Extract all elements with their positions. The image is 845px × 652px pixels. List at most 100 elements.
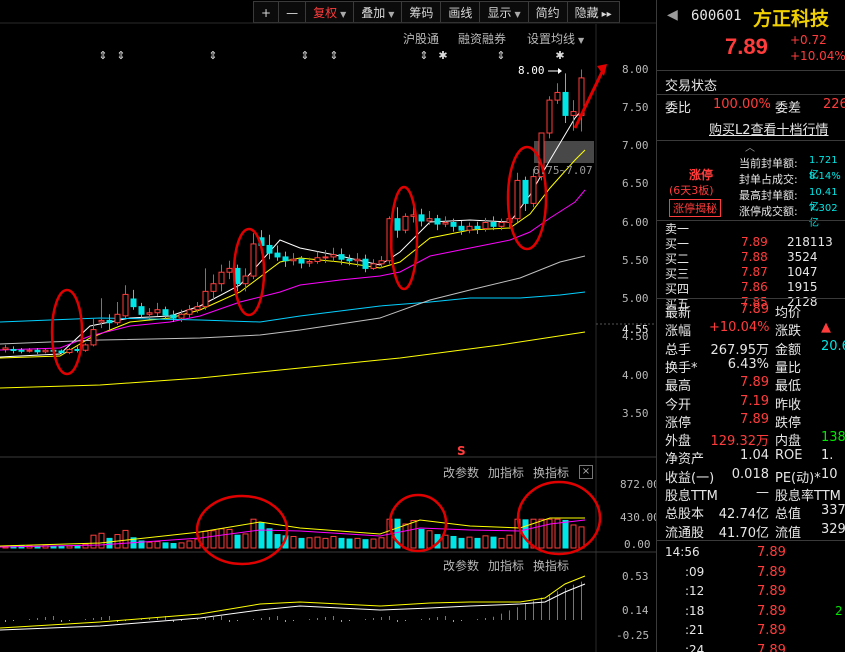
ma60-line (0, 255, 586, 345)
candle-body (530, 176, 537, 204)
quote-value: 10 (821, 466, 838, 482)
macd-add-indicator-link[interactable]: 加指标 (488, 559, 525, 573)
trend-arrow-line (573, 71, 604, 129)
candle-body (170, 314, 177, 319)
tick-time: :21 (685, 623, 705, 637)
candle-body (82, 344, 89, 351)
candle-body (450, 222, 457, 227)
candle-body (546, 99, 553, 134)
volume-bar (90, 534, 97, 549)
event-markers: ⇕ ⇕ ⇕ ⇕ ⇕ ⇕ ✱ ⇕ ✱ (98, 49, 607, 129)
hide-button[interactable]: 隐藏 ▸▸ (567, 1, 620, 23)
divider (657, 298, 845, 299)
volume-bar (458, 537, 465, 549)
order-label: 卖一 (665, 222, 690, 236)
candle-body (370, 263, 377, 269)
prev-stock-icon[interactable]: ◀ (667, 7, 678, 23)
candle-body (354, 258, 361, 262)
quote-label: 收益(一) (665, 470, 715, 486)
candle-body (34, 349, 41, 353)
price-axis-label: 5.00 (622, 292, 649, 305)
candle-body (2, 347, 9, 350)
vol-edit-params-link[interactable]: 改参数 (443, 466, 480, 480)
order-label: 买三 (665, 267, 690, 281)
limit-up-reveal-button[interactable]: 涨停揭秘 (669, 199, 721, 217)
volume-bar (106, 537, 113, 549)
macd-dea-line (0, 575, 586, 629)
quote-label: 股息率TTM (775, 489, 841, 504)
volume-bar (546, 518, 553, 549)
candle-body (290, 258, 297, 262)
event-marker: ✱ (438, 49, 447, 62)
order-volume: 3524 (787, 250, 818, 264)
candle-body (90, 329, 97, 346)
quote-value: 6.43% (727, 356, 769, 372)
range-label: 6.75~7.07 (533, 164, 593, 177)
l2-purchase-link[interactable]: 购买L2查看十档行情 (709, 123, 829, 138)
quote-value: 41.70亿 (718, 525, 769, 541)
kline-chart[interactable]: ⇕ ⇕ ⇕ ⇕ ⇕ ⇕ ✱ ⇕ ✱ (0, 0, 656, 652)
simple-button[interactable]: 简约 (528, 1, 568, 23)
ma-settings-link[interactable]: 设置均线 ▼ (527, 30, 584, 47)
volume-bar (210, 530, 217, 549)
limit-up-box: 涨停 (6天3板) 涨停揭秘 (665, 158, 735, 218)
event-marker: ✱ (555, 49, 564, 62)
vol-add-indicator-link[interactable]: 加指标 (488, 466, 525, 480)
vol-close-icon[interactable]: × (579, 465, 593, 479)
candle-body (146, 312, 153, 315)
event-marker: ⇕ (329, 49, 338, 62)
candle-body (178, 313, 185, 319)
volume-bar (330, 535, 337, 549)
chips-button[interactable]: 筹码 (402, 1, 442, 23)
margin-trading-link[interactable]: 融资融券 (458, 32, 507, 46)
collapse-up-icon[interactable]: ︿ (745, 143, 755, 154)
volume-bar (498, 537, 505, 549)
highlight-circle (232, 227, 266, 317)
candle-body (498, 222, 505, 227)
candle-body (378, 260, 385, 265)
volume-bar (442, 534, 449, 549)
display-button[interactable]: 显示 ▼ (480, 1, 529, 23)
volume-bar (98, 532, 105, 549)
volume-bar (538, 518, 545, 549)
quote-value: 7.89 (740, 302, 769, 317)
candle-body (490, 222, 497, 227)
volume-bar (554, 518, 561, 549)
high-price-label: 8.00 (518, 64, 545, 77)
volume-bar (82, 543, 89, 549)
hk-connect-link[interactable]: 沪股通 (403, 32, 440, 46)
volume-bar (466, 536, 473, 549)
trade-status-label: 交易状态 (665, 79, 718, 94)
order-volume: 1047 (787, 265, 818, 279)
volume-bar (274, 534, 281, 549)
quote-value: 267.95万 (710, 342, 770, 358)
candle-body (194, 306, 201, 311)
candle-body (10, 348, 17, 351)
candle-body (114, 313, 121, 324)
zoom-out-button[interactable]: — (279, 1, 307, 23)
limit-stat-label: 当前封单额: (739, 157, 798, 170)
panel-separators (0, 22, 656, 652)
event-marker: ⇕ (98, 49, 107, 62)
macd-switch-indicator-link[interactable]: 换指标 (533, 559, 570, 573)
candle-body (66, 348, 73, 354)
divider (657, 70, 845, 71)
quote-value: 329 (821, 521, 845, 537)
draw-line-button[interactable]: 画线 (441, 1, 481, 23)
quote-label: 总值 (775, 507, 802, 523)
macd-edit-params-link[interactable]: 改参数 (443, 559, 480, 573)
volume-bar (298, 537, 305, 549)
chart-toolbar: + — 复权 ▼ 叠加 ▼ 筹码 画线 显示 ▼ 简约 隐藏 ▸▸ (253, 1, 620, 23)
quote-value: 0.018 (731, 466, 769, 482)
limit-stat-value: 1.721亿 (809, 155, 838, 181)
candle-body (138, 306, 145, 315)
vol-switch-indicator-link[interactable]: 换指标 (533, 466, 570, 480)
volume-bar (578, 526, 585, 549)
quote-label: 均价 (775, 306, 802, 321)
candle-body (226, 267, 233, 273)
vol-axis-zero: 0.00 (624, 538, 651, 551)
price-axis-label: 6.00 (622, 215, 649, 229)
volume-bar (154, 541, 161, 549)
tick-price: 7.89 (757, 642, 786, 652)
tick-price: 7.89 (757, 623, 786, 638)
